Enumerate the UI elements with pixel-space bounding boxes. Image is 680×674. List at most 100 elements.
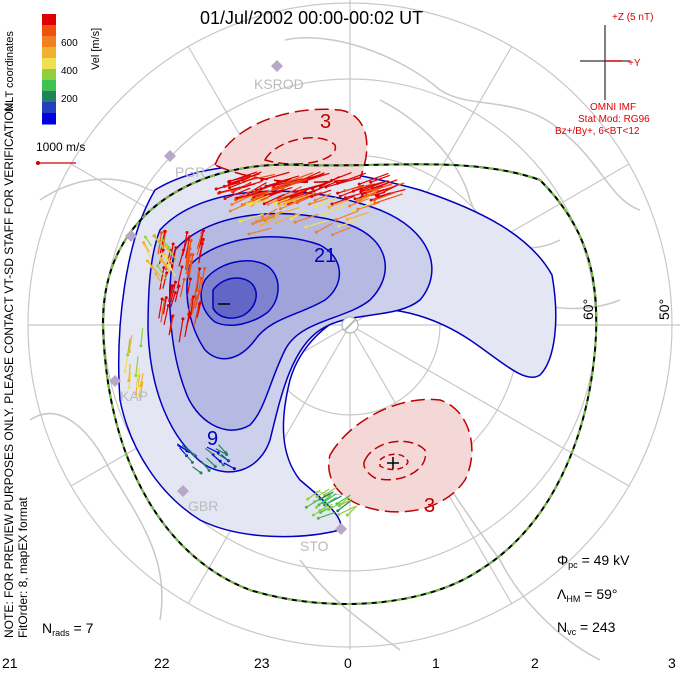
velocity-vector-origin [213, 465, 217, 469]
velocity-vector [206, 446, 219, 454]
velocity-vector [223, 462, 235, 470]
colorbar-segment [42, 25, 56, 37]
velocity-vector-origin [199, 471, 203, 475]
imf-condition: Bz+/By+, 6<BT<12 [555, 126, 640, 137]
velocity-vector [318, 512, 335, 519]
velocity-vectors [123, 171, 406, 520]
velocity-vector-origin [238, 219, 242, 223]
velocity-vector [337, 172, 366, 184]
velocity-vector-origin [161, 248, 165, 252]
velocity-vector [295, 184, 322, 193]
velocity-vector [127, 338, 131, 356]
velocity-vector-origin [152, 233, 156, 237]
mlt-tick: 21 [2, 655, 18, 671]
velocity-vector-origin [254, 188, 258, 192]
velocity-vector-origin [190, 460, 194, 464]
velocity-vector [159, 231, 166, 254]
station-label: STO [300, 538, 329, 554]
velocity-vector [261, 171, 290, 181]
velocity-vector-origin [230, 203, 234, 207]
velocity-vector [346, 211, 369, 220]
station-marker-icon [109, 375, 121, 387]
fit-order-note: FitOrder: 8, mapEX format [16, 497, 30, 638]
velocity-vector [319, 491, 334, 500]
velocity-vector [247, 194, 270, 205]
velocity-vector-origin [163, 244, 167, 248]
colorbar-tick: 600 [61, 38, 78, 49]
velocity-vector-origin [199, 276, 203, 280]
velocity-vector [287, 172, 314, 183]
velocity-vector-origin [355, 198, 359, 202]
velocity-vector [211, 453, 221, 462]
velocity-vector-origin [182, 277, 186, 281]
velocity-vector-origin [330, 233, 334, 237]
colorbar-segment [42, 80, 56, 92]
velocity-vector-origin [127, 385, 131, 389]
velocity-vector [171, 247, 177, 271]
velocity-vector [322, 493, 337, 504]
velocity-vector [153, 235, 164, 248]
velocity-vector-origin [198, 267, 202, 271]
n-rads-stat: Nrads = 7 [42, 620, 94, 638]
velocity-vector [185, 254, 192, 275]
velocity-vector-origin [201, 229, 205, 233]
velocity-vector [169, 315, 174, 333]
velocity-vector-origin [260, 178, 264, 182]
velocity-vector [168, 316, 173, 336]
velocity-vector-origin [293, 189, 297, 193]
velocity-vector-origin [235, 196, 239, 200]
velocity-vector [160, 259, 171, 273]
velocity-vector-origin [166, 304, 170, 308]
velocity-vector [256, 190, 283, 201]
velocity-vector-origin [134, 373, 138, 377]
velocity-vector-origin [345, 513, 349, 517]
velocity-vector [179, 279, 185, 298]
velocity-vector-origin [343, 196, 347, 200]
velocity-vector-origin [327, 205, 331, 209]
velocity-vector-origin [127, 350, 131, 354]
velocity-vector [188, 254, 194, 279]
velocity-vector [194, 272, 200, 297]
velocity-vector-origin [138, 396, 142, 400]
velocity-vector [215, 448, 227, 456]
velocity-vector [224, 187, 251, 200]
velocity-vector-origin [142, 241, 146, 245]
velocity-vector [275, 213, 298, 224]
velocity-vector [260, 215, 280, 226]
velocity-vector-origin [336, 191, 340, 195]
velocity-vector-origin [259, 223, 263, 227]
velocity-vector-origin [139, 394, 143, 398]
velocity-vector-origin [369, 198, 373, 202]
velocity-vector-origin [337, 224, 341, 228]
velocity-vector-origin [173, 280, 177, 284]
velocity-vector-origin [230, 189, 234, 193]
colorbar-title: Vel [m/s] [90, 27, 102, 70]
imf-y-label: +Y [628, 58, 641, 69]
velocity-vector-origin [337, 513, 341, 517]
velocity-vector [307, 489, 321, 500]
velocity-vector-origin [160, 237, 164, 241]
velocity-vector-origin [351, 189, 355, 193]
velocity-vector [337, 500, 351, 512]
velocity-vector-origin [164, 296, 168, 300]
velocity-vector [196, 301, 202, 318]
velocity-vector [135, 356, 139, 376]
velocity-vector-origin [278, 207, 282, 211]
velocity-vector [339, 498, 353, 506]
velocity-vector-origin [232, 467, 236, 471]
velocity-vector-origin [357, 182, 361, 186]
velocity-vector [306, 183, 331, 195]
velocity-vector-origin [266, 202, 270, 206]
velocity-vector-origin [189, 260, 193, 264]
velocity-vector [344, 183, 374, 192]
velocity-vector-origin [313, 205, 317, 209]
velocity-vector [374, 191, 396, 201]
velocity-vector-origin [162, 266, 166, 270]
velocity-vector [312, 179, 333, 190]
velocity-vector-origin [218, 459, 222, 463]
velocity-vector-origin [170, 314, 174, 318]
velocity-vector [155, 273, 163, 284]
stat-model: Stat Mod: RG96 [578, 114, 650, 125]
velocity-vector [162, 253, 170, 264]
velocity-vector-origin [356, 207, 360, 211]
